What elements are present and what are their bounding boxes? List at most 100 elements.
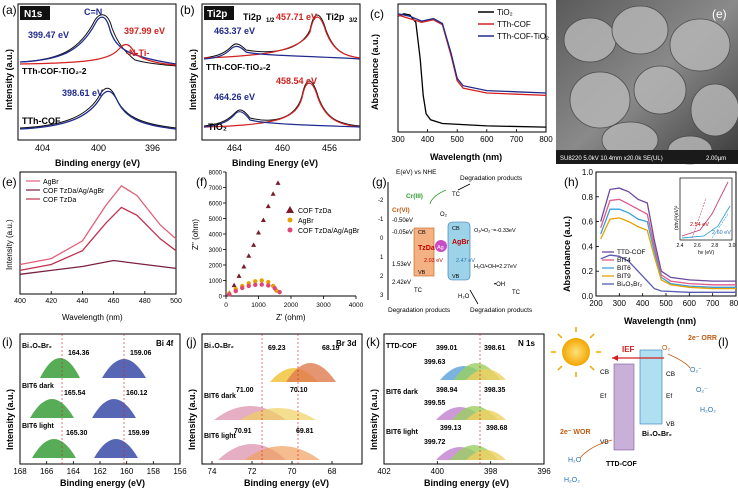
sun-rays-icon xyxy=(551,327,601,377)
panel-l-h2o2b: H₂O₂ xyxy=(564,477,580,484)
panel-g-e3: 1.53eV xyxy=(392,262,411,268)
panel-e-xtick-0: 400 xyxy=(14,298,26,305)
panel-l-bob: Bi₄O₅Br₂ xyxy=(642,431,672,438)
panel-a-peak-cn: C=N xyxy=(84,7,102,17)
panel-g-tick-4: 2 xyxy=(380,274,384,280)
panel-c-legend: TiO₂ TTh-COF TTh-COF-TiO₂ xyxy=(478,8,549,41)
panel-h-series-2 xyxy=(600,208,736,288)
panel-l-ef1: Ef xyxy=(600,393,606,400)
panel-h-xlabel: Wavelength (nm) xyxy=(624,316,696,326)
panel-f-legend-label-1: AgBr xyxy=(298,218,314,225)
panel-h-series-4 xyxy=(600,254,736,293)
panel-k-xtick-3: 396 xyxy=(537,467,551,476)
panel-g-ag-label: Ag xyxy=(437,245,444,251)
panel-c: (c) Absorbance (a.u.) Wavelength (nm) 30… xyxy=(370,3,553,162)
panel-c-xtick-0: 300 xyxy=(391,135,405,144)
panel-b-title-badge xyxy=(204,6,234,20)
panel-f-point-s0-1 xyxy=(231,282,237,288)
panel-f-ylabel: Z'' (ohm) xyxy=(191,219,200,250)
panel-b-ylabel: Intensity (a.u.) xyxy=(188,49,198,110)
panel-g-agbr-band xyxy=(447,221,471,281)
panel-a-frame xyxy=(17,3,177,141)
panel-h-inset-ann-1: 2.60 eV xyxy=(712,230,731,236)
bob-band xyxy=(639,349,663,425)
panel-c-xtick-1: 400 xyxy=(421,135,435,144)
panel-a-label: (a) xyxy=(2,3,17,17)
panel-k-pl-02: 398.61 xyxy=(484,345,506,352)
panel-g-o2eq: O₂/•O₂⁻=-0.33eV xyxy=(474,228,516,234)
panel-i-xtick-4: 160 xyxy=(120,467,134,476)
panel-b-peak-458: 458.54 eV xyxy=(276,76,317,86)
panel-k-xtick-0: 402 xyxy=(377,467,391,476)
panel-j-label: (j) xyxy=(186,335,197,349)
panel-b-xtick-464: 464 xyxy=(227,143,242,153)
panel-k-label: (k) xyxy=(366,335,380,349)
panel-h-inset-ann-0: 2.54 eV xyxy=(690,222,709,228)
panel-h-inset-tangent-1 xyxy=(711,213,729,239)
panel-j-pl-20: 70.91 xyxy=(234,428,252,435)
panel-e-xtick-5: 500 xyxy=(170,298,182,305)
panel-f-ytick-7: 7000 xyxy=(209,186,223,192)
panel-i-xtick-3: 162 xyxy=(93,467,107,476)
panel-e-xtick-2: 440 xyxy=(77,298,89,305)
panel-f-point-s1-6 xyxy=(266,279,271,285)
panel-l-cb2: CB xyxy=(666,371,675,378)
panel-j-pl-10: 71.00 xyxy=(236,387,254,394)
panel-h-inset-xtick-2: 2.8 xyxy=(711,243,718,249)
panel-g-tc1: TC xyxy=(452,192,461,198)
panel-c-xtick-2: 500 xyxy=(451,135,465,144)
panel-f-ytick-0: 0 xyxy=(219,295,223,301)
panel-k-series-0: TTD-COF xyxy=(386,343,417,350)
panel-a-peak-397: 397.99 eV xyxy=(124,26,165,36)
panel-c-legend-label-2: TTh-COF-TiO₂ xyxy=(497,32,549,41)
panel-g-arrow-bottom xyxy=(469,289,479,305)
panel-i-label: (i) xyxy=(2,335,13,349)
panel-e-series-1 xyxy=(19,259,177,275)
panel-b-fit-blue-top xyxy=(203,45,361,60)
panel-j-frame xyxy=(201,333,363,465)
panel-a-ylabel: Intensity (a.u.) xyxy=(4,49,14,110)
panel-a-xtick-400: 400 xyxy=(91,143,106,153)
panel-h-legend-label-3: BIT9 xyxy=(617,273,631,280)
panel-g-ag-dot xyxy=(435,240,447,252)
panel-f-label: (f) xyxy=(196,175,207,189)
panel-g-gap1: 2.03 eV xyxy=(424,258,443,264)
panel-l-vb2: VB xyxy=(666,421,675,428)
panel-g-agbr-label: AgBr xyxy=(452,239,469,246)
panel-f-point-s0-5 xyxy=(251,242,257,247)
panel-e-series-2 xyxy=(19,206,177,272)
panel-f-ytick-2: 2000 xyxy=(209,264,223,270)
panel-j-series-2: BIT6 light xyxy=(204,433,237,440)
panel-j-xticks: 74 72 70 68 xyxy=(208,461,337,476)
panel-k-peaks xyxy=(436,334,506,464)
panel-h-xtick-4: 600 xyxy=(683,299,697,308)
panel-h-inset-tangent-0 xyxy=(691,197,707,239)
panel-a-curve-top xyxy=(19,14,177,67)
panel-a-curve-label-top: TTh-COF-TiO₂-2 xyxy=(22,66,87,76)
panel-l-arrow-orr xyxy=(667,353,691,369)
panel-e-series xyxy=(19,184,177,275)
panel-b-title: Ti2p xyxy=(207,9,227,20)
panel-h-legend: TTD-COF BIT4 BIT6 BIT9 Bi₄O₅Br₂ xyxy=(602,249,646,288)
panel-l-ef2: Ef xyxy=(666,393,672,400)
panel-c-series-0 xyxy=(397,13,547,128)
panel-h-legend-label-1: BIT4 xyxy=(617,257,631,264)
panel-f-xtick-4: 4000 xyxy=(349,302,364,309)
panel-i-peak-r0-b xyxy=(102,359,146,378)
panel-b-peakname-1-sub: 1/2 xyxy=(266,18,275,24)
panel-a-xtick-404: 404 xyxy=(35,143,50,153)
panel-f-xtick-0: 0 xyxy=(224,302,228,309)
panel-j-xtick-2: 70 xyxy=(288,467,297,476)
panel-j-peak-r2-b xyxy=(244,446,320,460)
panel-f-legend-label-0: COF TzDa xyxy=(298,208,331,215)
panel-b-fit-blue-bottom xyxy=(203,111,361,128)
panel-h-ticks: 200 300 400 500 600 700 800 0.0 0.2 0.4 0.6 0.8 1.0 xyxy=(582,168,738,308)
panel-f-point-s2-2 xyxy=(240,285,245,291)
panel-i-pl-01: 159.06 xyxy=(130,350,152,357)
panel-h-label: (h) xyxy=(564,175,579,189)
panel-l-h2o2a: H₂O₂ xyxy=(700,407,716,414)
panel-i-xtick-2: 164 xyxy=(67,467,81,476)
panel-g-cr6: Cr(VI) xyxy=(392,207,410,214)
panel-k-peak-r0-c xyxy=(466,369,506,380)
